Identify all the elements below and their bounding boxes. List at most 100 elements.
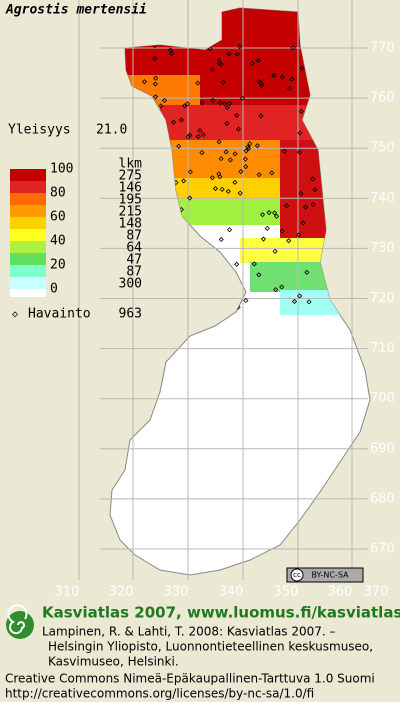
observation-symbol [210,66,216,73]
east-label: 370 [364,585,389,600]
count-header: lkm [119,157,143,172]
observation-symbol [290,45,296,51]
observation-symbol [232,179,238,185]
observation-symbol [273,287,279,293]
observation-symbol [151,275,157,281]
north-label: 760 [370,91,395,106]
observation-symbol [146,137,152,143]
observation-symbol [148,237,154,243]
observation-symbol [309,88,315,94]
observation-symbol [205,286,211,292]
observation-symbol [239,95,246,101]
north-label: 730 [370,241,395,256]
north-label: 750 [370,141,395,156]
observation-symbol [151,287,157,293]
east-label: 330 [164,585,189,600]
observation-symbol [158,103,164,109]
observation-symbol [152,94,159,100]
north-label: 770 [370,41,395,56]
observation-symbol [152,81,158,87]
observation-symbol [218,270,224,276]
observation-symbol [289,76,295,82]
observation-label: Havainto [28,307,91,322]
observation-symbol [274,213,280,219]
observation-symbol [161,97,168,104]
observation-symbol [143,142,149,148]
observation-symbol [296,149,303,155]
observation-symbol [167,37,173,43]
legend-count: 47 [126,253,142,268]
observation-symbol [138,134,144,140]
legend-swatch [10,217,46,229]
legend-scale-label: 40 [50,234,66,249]
citation-line: Helsingin Yliopisto, Luonnontieteellinen… [48,640,373,654]
legend-count: 275 [119,169,142,184]
observation-symbol [247,141,253,147]
east-label: 310 [55,585,80,600]
observation-symbol [312,187,318,193]
observation-symbol [309,125,315,131]
observation-symbol [279,74,285,80]
observation-symbol [216,57,222,63]
observation-symbol [259,82,265,89]
observation-symbol [198,288,204,294]
observation-symbol [218,156,224,162]
observation-symbol [161,232,167,239]
observation-symbol [260,212,266,218]
observation-symbol [310,201,316,208]
observation-symbol [243,164,249,170]
observation-symbol [256,172,262,178]
observation-symbol [181,178,187,184]
observation-symbol [207,46,213,52]
legend-swatch [10,193,46,205]
license-line: http://creativecommons.org/licenses/by-n… [5,687,314,701]
observation-symbol [298,190,304,197]
east-label: 350 [274,585,299,600]
logo [6,604,34,639]
observation-symbol [284,203,290,209]
north-label: 700 [370,391,395,406]
observation-symbol [188,248,194,254]
observation-symbol [195,80,201,86]
north-label: 690 [370,441,395,456]
legend-swatch [10,277,46,289]
observation-symbol [297,293,303,299]
observation-symbol [187,169,193,175]
legend-count: 300 [119,277,142,292]
observation-symbol [220,79,226,85]
north-label: 710 [370,341,395,356]
observation-symbol [254,143,260,149]
observation-symbol [243,297,249,304]
observation-symbol [243,148,249,154]
observation-symbol [152,55,158,62]
legend-count: 148 [119,217,142,232]
observation-symbol [185,134,191,140]
legend-swatch [10,181,46,193]
legend-count: 87 [126,229,142,244]
observation-symbol [258,113,264,119]
observation-symbol [303,204,309,210]
observation-symbol [260,236,267,242]
observation-symbol [146,148,152,154]
observation-symbol [216,60,222,66]
observation-symbol [249,60,255,66]
observation-symbol [224,105,230,111]
legend-swatch [10,289,46,297]
legend-count: 64 [126,241,142,256]
observation-symbol [161,228,167,234]
east-label: 320 [109,585,134,600]
observation-symbol [251,261,257,267]
observation-symbol: ◇ [12,309,18,320]
legend-swatch [10,241,46,253]
observation-symbol [237,43,243,50]
observation-symbol [153,304,159,311]
observation-symbol [219,298,226,304]
east-label: 340 [219,585,244,600]
observation-symbol [264,225,270,231]
observation-symbol [226,51,232,57]
observation-symbol [192,282,198,288]
observation-symbol [151,274,157,280]
observation-symbol [272,248,278,254]
frequency-value: 21.0 [96,123,127,138]
observation-symbol [224,120,230,126]
